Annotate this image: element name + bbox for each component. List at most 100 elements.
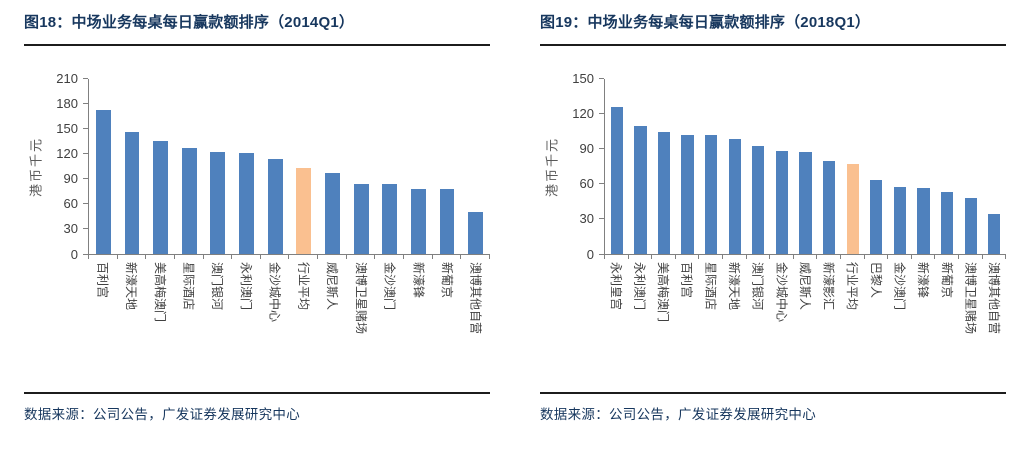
x-axis-labels: 百利宫 新濠天地 美高梅澳门 星际酒店 澳门银河 永利澳门 金沙城中心 行业平均 威尼斯人 澳博卫…: [88, 262, 490, 384]
bar-slot: [375, 79, 404, 254]
x-label-slot: 星际酒店: [174, 262, 203, 384]
x-tick-mark: [232, 254, 261, 259]
bar-slot: [629, 79, 653, 254]
y-axis: 0 30 60 90 120 150 180 210: [46, 71, 88, 261]
bar-slot: [318, 79, 347, 254]
bar: [95, 110, 111, 254]
y-tick-label: 150: [572, 70, 594, 86]
x-label-slot: 澳门银河: [746, 262, 770, 384]
x-tick-mark: [204, 254, 233, 259]
x-tick-mark: [261, 254, 290, 259]
x-category-label: 金沙澳门: [892, 261, 907, 310]
source-note: 数据来源：公司公告，广发证券发展研究中心: [540, 406, 816, 422]
bar: [468, 211, 484, 254]
plot-column: 百利宫 新濠天地 美高梅澳门 星际酒店 澳门银河 永利澳门 金沙城中心 行业平均 威尼斯人 澳博卫…: [88, 78, 490, 384]
x-category-label: 星际酒店: [181, 261, 196, 310]
x-category-label: 美高梅澳门: [152, 261, 167, 322]
x-category-label: 新濠天地: [727, 261, 742, 310]
bar: [210, 151, 226, 254]
bar-slot: [204, 79, 233, 254]
x-tick-mark: [770, 254, 794, 259]
x-label-slot: 新葡京: [935, 262, 959, 384]
y-tick-label: 30: [579, 211, 594, 227]
y-tick-label: 120: [572, 105, 594, 121]
x-category-label: 澳博卫星赌场: [353, 261, 368, 334]
bar: [705, 134, 718, 254]
y-tick-label: 0: [70, 246, 78, 262]
x-tick-mark: [289, 254, 319, 259]
y-tick-mark: [83, 152, 88, 154]
x-tick-mark: [461, 254, 490, 259]
x-label-slot: 金沙城中心: [769, 262, 793, 384]
x-label-slot: 金沙澳门: [375, 262, 404, 384]
y-tick-mark: [599, 147, 604, 149]
bar: [681, 134, 694, 254]
bar: [988, 213, 1001, 254]
x-label-slot: 巴黎人: [864, 262, 888, 384]
x-label-slot: 百利宫: [88, 262, 117, 384]
bar-slot: [605, 79, 629, 254]
source-divider: [24, 391, 490, 394]
x-tick-mark: [935, 254, 959, 259]
bar-slot: [794, 79, 818, 254]
bar: [657, 132, 671, 254]
x-label-slot: 威尼斯人: [793, 262, 817, 384]
x-tick-mark: [747, 254, 771, 259]
x-tick-mark: [318, 254, 347, 259]
y-tick-label: 30: [63, 221, 78, 237]
y-tick-mark: [83, 127, 88, 129]
bar-slot: [935, 79, 959, 254]
x-label-slot: 金沙城中心: [260, 262, 289, 384]
chart-title-fig19: 图19：中场业务每桌每日赢款额排序（2018Q1）: [540, 14, 871, 31]
x-axis-labels: 永利皇宫 永利澳门 美高梅澳门 百利宫 星际酒店 新濠天地 澳门银河 金沙城中心 威尼斯人 新濠影…: [604, 262, 1006, 384]
x-label-slot: 美高梅澳门: [651, 262, 675, 384]
x-tick-mark: [699, 254, 723, 259]
title-divider: [24, 43, 490, 46]
bar-slot: [699, 79, 723, 254]
x-label-slot: 澳博其他自营: [461, 262, 490, 384]
x-category-label: 澳门银河: [750, 261, 765, 310]
bar-slot: [841, 79, 865, 254]
x-category-label: 新濠天地: [124, 261, 139, 310]
bar: [634, 126, 647, 254]
x-tick-mark: [118, 254, 147, 259]
bar: [124, 131, 140, 254]
y-tick-label: 210: [56, 70, 78, 86]
bar-slot: [983, 79, 1007, 254]
x-label-slot: 澳门银河: [203, 262, 232, 384]
x-category-label: 永利澳门: [632, 261, 647, 310]
bar: [153, 141, 169, 254]
bar-slot: [652, 79, 676, 254]
bar-slot: [146, 79, 175, 254]
bar-highlight: [846, 163, 859, 254]
x-tick-mark: [629, 254, 653, 259]
bar: [728, 139, 741, 254]
x-tick-mark: [175, 254, 204, 259]
x-label-slot: 威尼斯人: [318, 262, 347, 384]
x-category-label: 巴黎人: [868, 261, 883, 298]
y-tick-label: 0: [586, 246, 594, 262]
x-label-slot: 行业平均: [840, 262, 864, 384]
x-axis-ticks: [88, 254, 490, 259]
bar-slot: [747, 79, 771, 254]
bar: [267, 159, 283, 254]
bar: [239, 152, 254, 254]
x-label-slot: 新濠天地: [117, 262, 146, 384]
x-label-slot: 永利澳门: [628, 262, 652, 384]
y-tick-mark: [599, 77, 604, 79]
y-tick-mark: [83, 203, 88, 205]
bar-highlight: [296, 167, 312, 254]
x-label-slot: 新濠天地: [722, 262, 746, 384]
x-label-slot: 新葡京: [433, 262, 462, 384]
bar: [964, 197, 977, 254]
x-category-label: 澳博卫星赌场: [963, 261, 978, 334]
bar: [181, 147, 197, 254]
x-tick-mark: [404, 254, 433, 259]
x-tick-mark: [89, 254, 118, 259]
y-tick-mark: [83, 253, 88, 255]
y-tick-label: 90: [579, 140, 594, 156]
bar-slot: [118, 79, 147, 254]
bar: [353, 183, 369, 254]
x-label-slot: 永利澳门: [232, 262, 261, 384]
bar: [325, 172, 340, 254]
